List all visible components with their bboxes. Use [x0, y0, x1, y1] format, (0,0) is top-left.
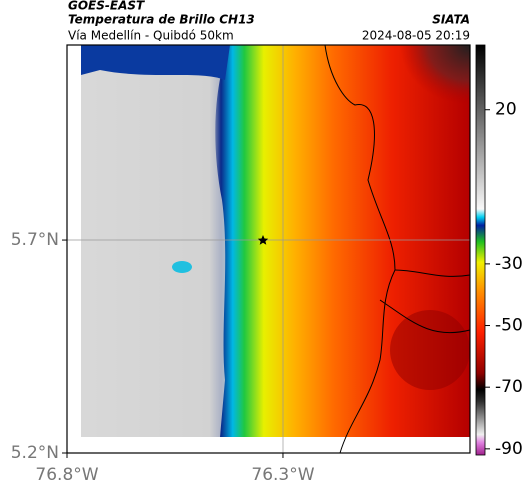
map: [66, 44, 471, 454]
colorbar-tick-label: -70: [495, 377, 523, 397]
colorbar-tick-label: -90: [495, 439, 523, 459]
axes: 76.8°W 76.3°W 5.7°N 5.2°N 20 -30 -50 -70 -90: [11, 100, 523, 485]
x-tick-label: 76.3°W: [251, 465, 314, 485]
datetime: 2024-08-05 20:19: [362, 29, 470, 43]
colorbar-tick-label: -30: [495, 254, 523, 274]
y-tick-label: 5.2°N: [11, 443, 59, 463]
colorbar: [475, 44, 486, 456]
y-tick-label: 5.7°N: [11, 230, 59, 250]
satellite: GOES-EAST: [68, 0, 145, 13]
colorbar-tick-label: 20: [495, 100, 517, 120]
colorbar-tick-label: -50: [495, 316, 523, 336]
subtitle: Vía Medellín - Quibdó 50km: [68, 29, 234, 43]
title: Temperatura de Brillo CH13: [68, 13, 255, 27]
source: SIATA: [432, 13, 470, 27]
x-tick-label: 76.8°W: [35, 465, 98, 485]
